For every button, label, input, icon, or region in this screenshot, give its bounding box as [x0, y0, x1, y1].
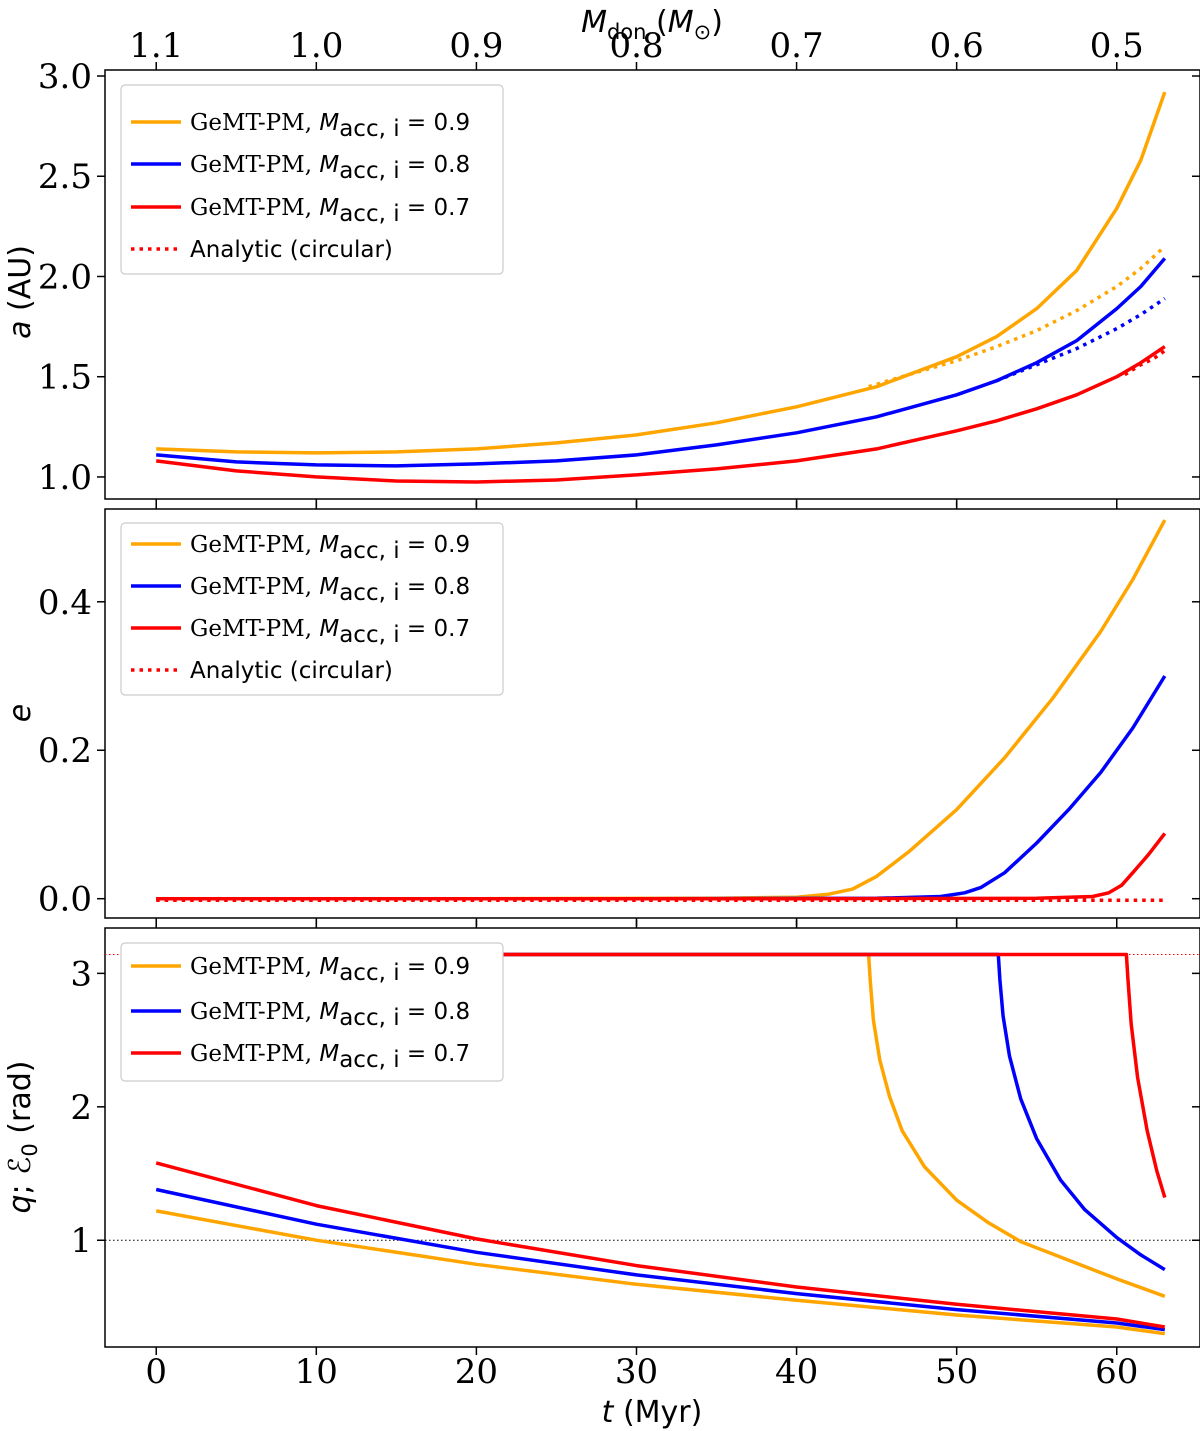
legend-label-m07: GeMT-PM, Macc, i = 0.7	[190, 195, 470, 227]
y-axis-label: a (AU)	[3, 245, 38, 339]
panel-frame	[104, 927, 1200, 1348]
series-line	[868, 245, 1166, 389]
series-line	[155, 1161, 1166, 1329]
top-tick-label: 0.5	[1090, 26, 1144, 66]
top-tick-label: 1.0	[289, 26, 343, 66]
y-tick-label: 3.0	[38, 57, 92, 97]
series-line	[155, 345, 1166, 484]
legend-label-m09: GeMT-PM, Macc, i = 0.9	[190, 954, 470, 986]
panel-eccentricity: 0.0 0.2 0.4 e GeMT-PM, Macc, i = 0.9 GeMT-…	[3, 508, 1200, 920]
x-tick-label: 10	[295, 1352, 338, 1392]
y-tick-label: 3	[70, 954, 92, 994]
y-tick-label: 0.2	[38, 731, 92, 771]
x-axis-ticks: 0 10 20 30 40 50 60	[145, 499, 1138, 1392]
legend-frame	[120, 942, 504, 1082]
y-axis-ticks: 1 2 3	[70, 954, 1200, 1261]
series-line	[156, 675, 1167, 901]
panel-frame	[104, 69, 1200, 500]
y-tick-label: 2	[70, 1088, 92, 1128]
x-tick-label: 30	[615, 1352, 658, 1392]
x-tick-label: 60	[1095, 1352, 1138, 1392]
legend-label-m08: GeMT-PM, Macc, i = 0.8	[190, 999, 470, 1031]
series-line	[156, 952, 1166, 1272]
plot-lines	[156, 519, 1167, 902]
series-line	[996, 297, 1166, 383]
legend: GeMT-PM, Macc, i = 0.9 GeMT-PM, Macc, i …	[120, 522, 504, 696]
panel-frame	[104, 508, 1200, 919]
x-axis-label: t (Myr)	[602, 1395, 703, 1430]
y-axis-label: e	[3, 704, 38, 722]
top-tick-label: 0.9	[449, 26, 503, 66]
y-axis-label: q; ℰ0 (rad)	[3, 1061, 42, 1214]
top-axis-ticks: 1.1 1.0 0.9 0.8 0.7 0.6 0.5	[129, 26, 1144, 70]
series-line	[156, 952, 1166, 1298]
y-tick-label: 2.5	[38, 157, 92, 197]
legend-frame	[120, 84, 504, 275]
top-tick-label: 0.8	[609, 26, 663, 66]
y-tick-label: 1.0	[38, 458, 92, 498]
series-line	[156, 952, 1167, 1199]
legend-label-m07: GeMT-PM, Macc, i = 0.7	[190, 1041, 470, 1073]
series-line	[156, 257, 1167, 468]
series-line	[1123, 349, 1166, 377]
legend-label-m08: GeMT-PM, Macc, i = 0.8	[190, 152, 470, 184]
legend-label-analytic: Analytic (circular)	[190, 237, 393, 263]
x-tick-label: 20	[455, 1352, 498, 1392]
y-axis-ticks: 0.0 0.2 0.4	[38, 583, 1200, 920]
panel-q-e0: 1 2 3 q; ℰ0 (rad) GeMT-PM, Macc, i = 0.9 G…	[3, 927, 1200, 1348]
y-axis-ticks: 1.0 1.5 2.0 2.5 3.0	[38, 57, 1200, 498]
x-tick-label: 50	[935, 1352, 978, 1392]
y-tick-label: 1	[70, 1221, 92, 1261]
plot-lines	[155, 91, 1167, 484]
y-tick-label: 2.0	[38, 257, 92, 297]
legend: GeMT-PM, Macc, i = 0.9 GeMT-PM, Macc, i …	[120, 84, 504, 275]
legend-label-analytic: Analytic (circular)	[190, 658, 393, 684]
top-tick-label: 0.7	[770, 26, 824, 66]
legend-label-m09: GeMT-PM, Macc, i = 0.9	[190, 110, 470, 142]
top-tick-label: 0.6	[930, 26, 984, 66]
series-line	[156, 91, 1167, 455]
series-line	[155, 1187, 1166, 1332]
plot-lines	[105, 952, 1200, 1336]
legend-label-m09: GeMT-PM, Macc, i = 0.9	[190, 532, 470, 564]
x-tick-label: 40	[775, 1352, 818, 1392]
series-line	[155, 1209, 1166, 1336]
legend: GeMT-PM, Macc, i = 0.9 GeMT-PM, Macc, i …	[120, 942, 504, 1082]
panel-semimajor-axis: 1.0 1.5 2.0 2.5 3.0 a (AU) GeMT-PM, Macc, i …	[3, 57, 1200, 500]
y-tick-label: 1.5	[38, 358, 92, 398]
x-tick-label: 0	[145, 1352, 167, 1392]
series-line	[156, 832, 1167, 901]
y-tick-label: 0.0	[38, 880, 92, 920]
legend-frame	[120, 522, 504, 696]
top-axis-label: Mdon (M⊙)	[581, 5, 723, 44]
top-tick-label: 1.1	[129, 26, 183, 66]
legend-label-m08: GeMT-PM, Macc, i = 0.8	[190, 574, 470, 606]
y-tick-label: 0.4	[38, 583, 92, 623]
legend-label-m07: GeMT-PM, Macc, i = 0.7	[190, 616, 470, 648]
